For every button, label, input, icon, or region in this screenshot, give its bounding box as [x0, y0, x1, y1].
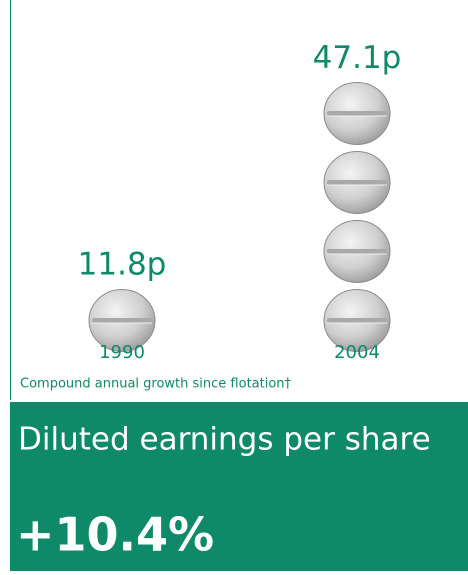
growth-figure: +10.4% — [16, 508, 214, 562]
headline: Diluted earnings per share — [18, 422, 431, 458]
value-label: 11.8p — [78, 247, 167, 283]
value-label: 47.1p — [313, 40, 402, 76]
chart: Compound annual growth since flotation† … — [0, 0, 468, 571]
pill-stack — [323, 80, 391, 355]
footnote: Compound annual growth since flotation† — [20, 377, 292, 392]
category-label: 1990 — [99, 342, 145, 363]
category-label: 2004 — [334, 342, 380, 363]
